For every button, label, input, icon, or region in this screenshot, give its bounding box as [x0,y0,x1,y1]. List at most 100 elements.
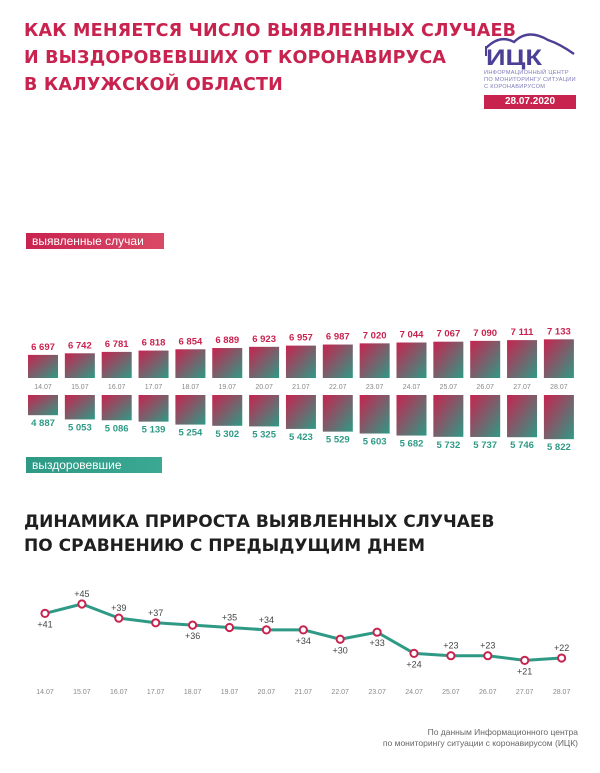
bar-date-tick: 15.07 [71,384,89,391]
bar-date-tick: 26.07 [476,384,494,391]
increase-point [372,627,382,637]
bar-date-tick: 16.07 [108,384,126,391]
recovered-value-label: 4 887 [31,418,55,429]
bar-date-tick: 27.07 [513,384,531,391]
recovered-bar [285,395,316,429]
cases-bar [543,339,574,378]
recovered-bar [396,395,427,436]
increase-point [261,625,271,635]
line-date-tick: 15.07 [73,689,91,696]
bar-date-tick: 23.07 [366,384,384,391]
increase-point [188,620,198,630]
increase-value-label: +30 [333,645,348,655]
recovered-bar [322,395,353,432]
recovered-value-label: 5 746 [510,440,534,451]
increase-value-label: +34 [259,615,274,625]
increase-point [483,651,493,661]
recovered-legend-label: выздоровевшие [26,457,162,473]
cases-value-label: 6 854 [179,336,203,347]
logo: ИЦК [485,33,575,70]
cases-bar [101,351,132,378]
cases-bar [359,343,390,378]
cases-bar [396,342,427,378]
recovered-bar [470,395,501,437]
cases-bar [433,341,464,378]
increase-value-label: +22 [554,643,569,653]
cases-bar [322,344,353,378]
recovered-bar [64,395,95,420]
increase-value-label: +45 [74,589,89,599]
recovered-bar [28,395,58,416]
recovered-value-label: 5 325 [252,429,276,440]
cases-value-label: 6 889 [215,335,239,346]
bar-date-tick: 22.07 [329,384,347,391]
increase-point [335,634,345,644]
line-date-tick: 17.07 [147,689,165,696]
increase-point [224,622,235,633]
cases-value-label: 6 818 [142,338,166,349]
cases-value-label: 7 020 [363,330,387,341]
recovered-bar [543,395,574,440]
cases-value-label: 7 067 [436,329,460,340]
logo-mark-icon [485,33,575,56]
recovered-value-label: 5 822 [547,442,571,453]
cases-value-label: 7 090 [473,328,497,339]
bar-date-tick: 18.07 [182,384,200,391]
increase-value-label: +23 [443,641,458,651]
cases-bar [212,348,243,378]
cases-bar [175,349,206,378]
cases-value-label: 6 781 [105,339,129,350]
bar-date-tick: 17.07 [145,384,163,391]
recovered-value-label: 5 423 [289,432,313,443]
recovered-bar [249,395,280,427]
bar-date-tick: 14.07 [34,384,52,391]
line-date-tick: 23.07 [368,689,386,696]
cases-bar [28,354,58,378]
increase-value-label: +24 [406,659,421,669]
cases-bar [285,345,316,378]
recovered-value-label: 5 732 [436,440,460,451]
cases-recovered-bar-chart: 6 697 6 742 6 781 6 818 6 854 6 889 6 923 6 957… [28,326,574,453]
recovered-value-label: 5 737 [473,440,497,451]
line-date-tick: 27.07 [516,689,534,696]
title-line: В КАЛУЖСКОЙ ОБЛАСТИ [24,75,284,95]
line-date-tick: 28.07 [553,689,571,696]
recovered-bar [212,395,243,426]
bar-date-tick: 28.07 [550,384,568,391]
increase-point [520,655,530,666]
daily-increase-line-chart: +41 +45 +39 +37 +36 +35 +34 +34 +30 +33 +24 +23 +23 +… [36,589,571,696]
cases-bar [470,340,501,378]
cases-value-label: 7 111 [511,327,534,338]
recovered-value-label: 5 086 [105,423,129,434]
source-line: по мониторингу ситуации с коронавирусом … [382,738,578,748]
recovered-bar [175,395,206,425]
logo-org-line: ПО МОНИТОРИНГУ СИТУАЦИИ [484,77,576,83]
increase-value-label: +41 [37,619,52,629]
line-date-tick: 20.07 [258,689,276,696]
increase-point [446,651,456,661]
increase-value-label: +34 [296,636,311,646]
line-date-tick: 24.07 [405,689,423,696]
cases-value-label: 6 923 [252,334,276,345]
line-date-tick: 21.07 [295,689,313,696]
bar-date-tick: 20.07 [255,384,273,391]
line-date-tick: 16.07 [110,689,128,696]
recovered-bar [101,395,132,421]
cases-bar [507,340,538,378]
recovered-value-label: 5 603 [363,437,387,448]
increase-value-label: +23 [480,641,495,651]
cases-value-label: 6 742 [68,340,92,351]
line-chart-title: ДИНАМИКА ПРИРОСТА ВЫЯВЛЕННЫХ СЛУЧАЕВ ПО … [24,510,494,558]
increase-point [298,625,308,635]
logo-org-name: ИНФОРМАЦИОННЫЙ ЦЕНТР ПО МОНИТОРИНГУ СИТУ… [484,70,584,91]
bar-date-tick: 19.07 [218,384,236,391]
logo-org-line: С КОРОНАВИРУСОМ [484,84,546,90]
logo-abbr: ИЦК [486,45,543,70]
cases-value-label: 7 133 [547,326,571,337]
title-line: КАК МЕНЯЕТСЯ ЧИСЛО ВЫЯВЛЕННЫХ СЛУЧАЕВ [24,21,517,41]
increase-point [151,618,161,628]
increase-value-label: +21 [517,666,532,676]
cases-legend-label: выявленные случаи [26,233,164,249]
cases-value-label: 6 957 [289,333,313,344]
bar-date-tick: 24.07 [403,384,421,391]
